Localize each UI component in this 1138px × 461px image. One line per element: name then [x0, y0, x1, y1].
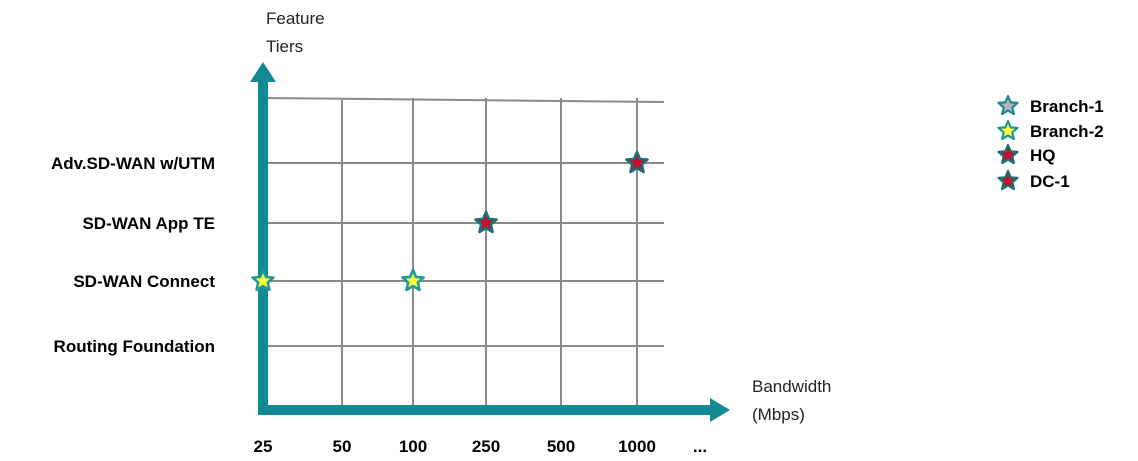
x-tick-label: 100 — [399, 437, 427, 456]
y-axis-arrow — [250, 62, 276, 82]
y-axis-title-line2: Tiers — [266, 37, 303, 56]
legend-label: Branch-2 — [1030, 122, 1104, 141]
y-tick-label: Adv.SD-WAN w/UTM — [51, 154, 215, 173]
star-marker-dc-1 — [474, 210, 498, 234]
x-tick-label: 500 — [547, 437, 575, 456]
legend-star-icon — [997, 94, 1019, 116]
x-tick-label: ... — [693, 437, 707, 456]
x-axis-title-line2: (Mbps) — [752, 405, 805, 424]
y-tick-label: Routing Foundation — [54, 337, 215, 356]
legend-label: Branch-1 — [1030, 97, 1104, 116]
star-marker-branch-2 — [401, 268, 425, 292]
grid — [262, 97, 665, 410]
star-marker-branch-2 — [251, 268, 275, 292]
x-tick-label: 250 — [472, 437, 500, 456]
x-axis-arrow — [710, 398, 730, 422]
x-tick-label: 25 — [254, 437, 273, 456]
legend-star-icon — [997, 169, 1019, 191]
y-tick-label: SD-WAN Connect — [73, 272, 215, 291]
markers — [251, 150, 649, 292]
axes — [250, 62, 730, 422]
legend-label: HQ — [1030, 146, 1056, 165]
y-axis-title-line1: Feature — [266, 9, 325, 28]
legend-star-icon — [997, 119, 1019, 141]
grid-line-top — [262, 97, 665, 103]
x-axis-title-line1: Bandwidth — [752, 377, 831, 396]
y-tick-label: SD-WAN App TE — [82, 214, 215, 233]
x-tick-label: 50 — [333, 437, 352, 456]
legend-star-icon — [997, 143, 1019, 165]
axis-labels: Feature Tiers Bandwidth (Mbps) 25 50 100 25… — [51, 9, 831, 456]
x-tick-label: 1000 — [618, 437, 656, 456]
star-marker-dc-1 — [625, 150, 649, 174]
legend-label: DC-1 — [1030, 172, 1070, 191]
legend: Branch-1 Branch-2 HQ DC-1 — [997, 94, 1104, 191]
